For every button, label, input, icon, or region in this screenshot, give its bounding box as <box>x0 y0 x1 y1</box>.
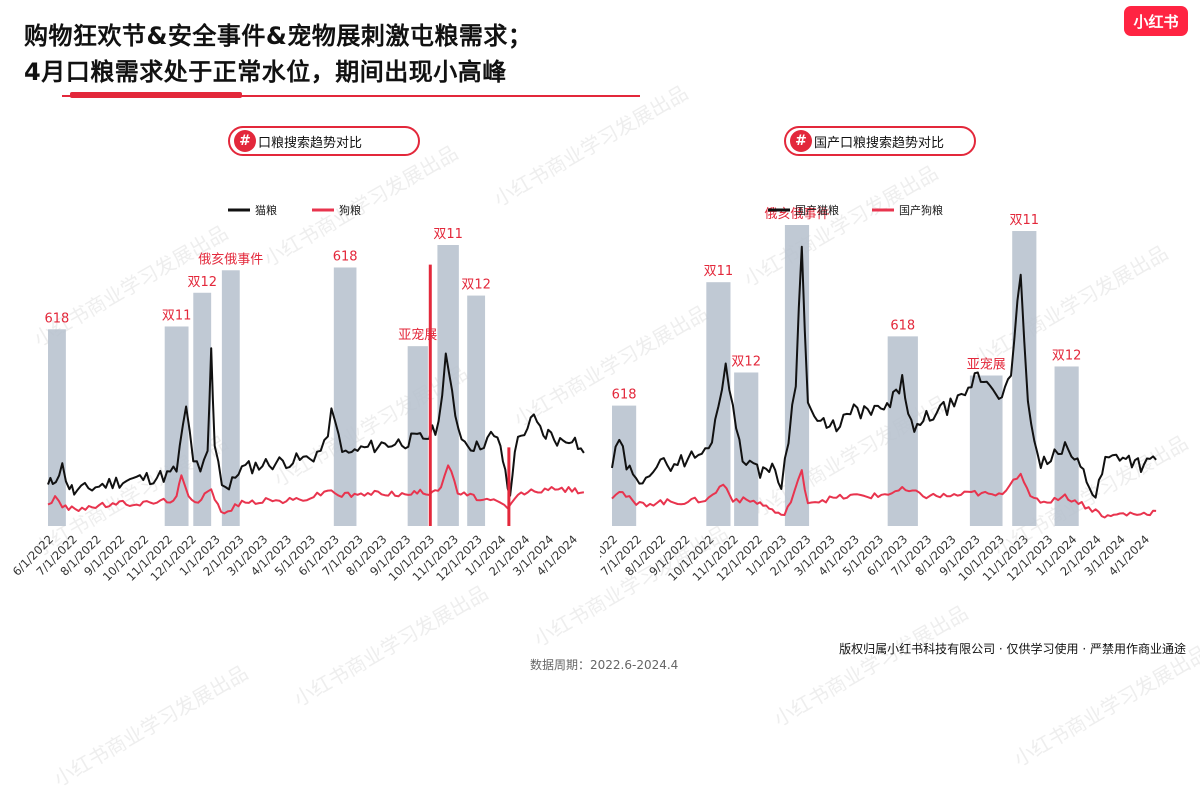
title-line-2: 4月口粮需求处于正常水位，期间出现小高峰 <box>24 58 507 86</box>
title-underline <box>62 95 640 97</box>
series-line-dog <box>47 464 585 515</box>
event-band <box>333 267 357 526</box>
event-label: 双12 <box>461 278 491 293</box>
event-label: 双12 <box>731 354 761 369</box>
event-band <box>407 346 428 526</box>
event-label: 亚宠展 <box>398 327 437 343</box>
brand-logo: 小红书 <box>1124 6 1188 36</box>
event-label: 俄亥俄事件 <box>198 252 263 267</box>
event-label: 亚宠展 <box>967 357 1006 373</box>
event-band <box>193 292 212 526</box>
hashtag-icon: # <box>790 130 812 152</box>
chart-right: 618双11双12俄亥俄事件618亚宠展双11双126/1/20227/1/20… <box>600 203 1157 584</box>
series-line-cat <box>611 245 1157 499</box>
event-label: 双12 <box>187 275 217 290</box>
event-label: 618 <box>890 318 915 333</box>
event-label: 618 <box>612 388 637 403</box>
chart-left-title-pill: # 口粮搜索趋势对比 <box>228 126 420 156</box>
series-line-dog <box>611 469 1157 519</box>
series-line-cat <box>47 347 585 497</box>
event-label: 双11 <box>433 227 463 242</box>
hashtag-icon: # <box>234 130 256 152</box>
event-band <box>437 245 459 526</box>
event-label: 618 <box>333 249 358 264</box>
event-label: 双11 <box>162 308 192 323</box>
event-band <box>467 295 486 526</box>
copyright-notice: 版权归属小红书科技有限公司 · 仅供学习使用 · 严禁用作商业通途 <box>839 642 1186 656</box>
chart-left-title: 口粮搜索趋势对比 <box>258 135 363 151</box>
event-band <box>612 405 637 526</box>
event-band <box>221 270 240 526</box>
event-band <box>969 375 1003 526</box>
watermark-text: 小红书商业学习发展出品 <box>1009 640 1200 772</box>
event-band <box>887 336 918 526</box>
event-label: 双12 <box>1052 348 1082 363</box>
data-period: 数据周期：2022.6-2024.4 <box>530 658 679 672</box>
legend-label: 国产猫粮 <box>795 203 839 217</box>
event-label: 618 <box>45 311 70 326</box>
legend-label: 狗粮 <box>339 203 361 217</box>
legend-label: 国产狗粮 <box>899 203 943 217</box>
title-underline-accent <box>70 92 242 98</box>
event-label: 双11 <box>704 264 734 279</box>
chart-right-title-pill: # 国产口粮搜索趋势对比 <box>784 126 976 156</box>
brand-logo-text: 小红书 <box>1133 12 1179 31</box>
event-band <box>1012 231 1037 526</box>
page-title: 购物狂欢节&安全事件&宠物展刺激屯粮需求； 4月口粮需求处于正常水位，期间出现小… <box>24 18 532 90</box>
chart-right-title: 国产口粮搜索趋势对比 <box>814 135 945 151</box>
event-label: 双11 <box>1010 213 1040 228</box>
title-line-1: 购物狂欢节&安全事件&宠物展刺激屯粮需求； <box>24 22 533 50</box>
legend-label: 猫粮 <box>255 203 277 217</box>
watermark-text: 小红书商业学习发展出品 <box>49 660 253 792</box>
event-band <box>48 329 66 526</box>
watermark-text: 小红书商业学习发展出品 <box>769 600 973 732</box>
